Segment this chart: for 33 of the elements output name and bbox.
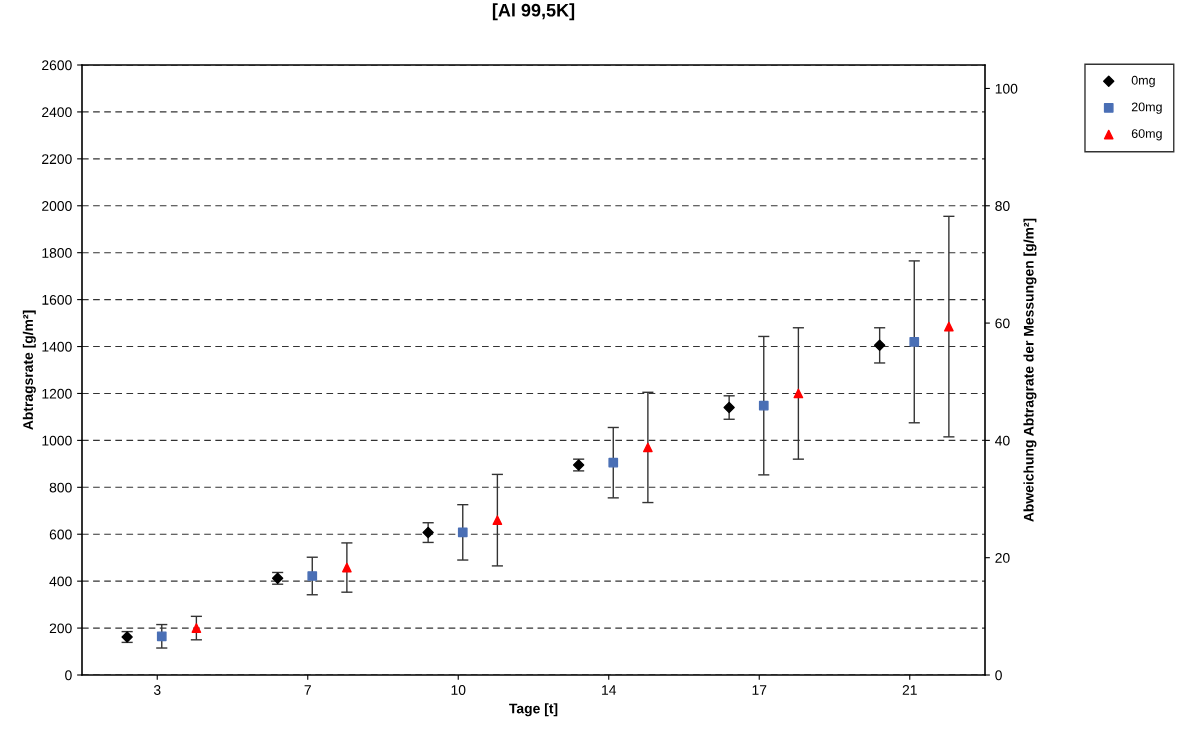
- legend-label: 60mg: [1131, 129, 1162, 141]
- y2-tick-label: 100: [995, 83, 1018, 94]
- y-tick-label: 2000: [42, 201, 72, 211]
- y-tick-label: 200: [49, 623, 72, 634]
- y-tick-label: 1400: [42, 341, 72, 352]
- y-tick-label: 1200: [42, 388, 72, 399]
- x-tick-label: 14: [602, 685, 617, 695]
- y-tick-label: 2400: [42, 107, 72, 118]
- x-tick-label: 21: [902, 685, 917, 695]
- y-tick-label: 1800: [42, 248, 72, 258]
- legend-label: 0mg: [1131, 75, 1155, 88]
- y2-tick-label: 20: [995, 553, 1010, 563]
- legend-label: 20mg: [1131, 102, 1162, 114]
- y2-tick-label: 40: [995, 435, 1010, 446]
- y-axis-title: Abtragsrate [g/m²]: [22, 310, 36, 430]
- y-tick-label: 1600: [42, 294, 72, 305]
- y-tick-label: 0: [65, 670, 72, 681]
- x-tick-label: 3: [153, 685, 161, 695]
- chart-title: [Al 99,5K]: [492, 3, 575, 21]
- x-axis-title: Tage [t]: [509, 703, 558, 717]
- y-tick-label: 2200: [42, 154, 72, 165]
- y2-tick-label: 0: [995, 670, 1002, 681]
- x-tick-label: 10: [451, 685, 466, 695]
- y-tick-label: 400: [49, 576, 72, 587]
- x-tick-label: 7: [304, 685, 311, 695]
- y2-tick-label: 80: [995, 201, 1010, 211]
- x-tick-label: 17: [752, 685, 767, 695]
- y-tick-label: 800: [49, 482, 72, 493]
- y-tick-label: 1000: [42, 435, 72, 446]
- y2-tick-label: 60: [995, 318, 1010, 329]
- y2-axis-title: Abweichung Abtragrate der Messungen [g/m²]: [1023, 218, 1037, 522]
- y-tick-label: 2600: [42, 60, 72, 71]
- y-tick-label: 600: [49, 529, 72, 540]
